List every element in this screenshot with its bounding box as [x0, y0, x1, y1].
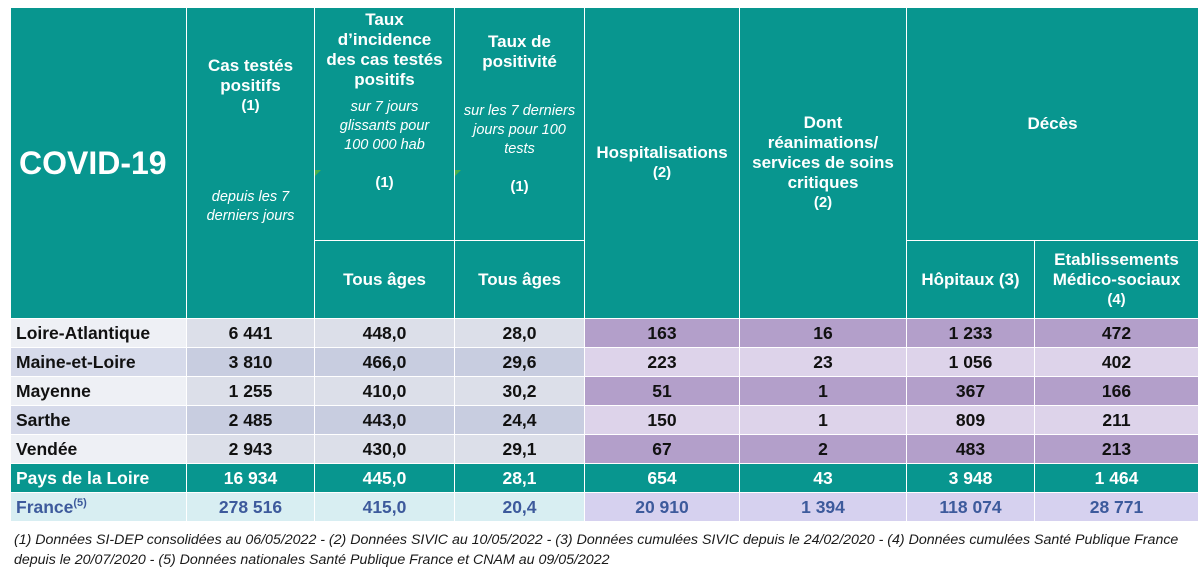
cell-ems: 28 771: [1033, 492, 1200, 522]
cell-hosp: 654: [584, 463, 740, 493]
row-name: Sarthe: [10, 405, 187, 435]
header-incidence-label: Taux d’incidence des cas testés positifs: [326, 10, 443, 89]
header-rea-label: Dont réanimations/ services de soins cri…: [752, 113, 894, 192]
cell-hosp: 20 910: [584, 492, 740, 522]
header-hosp-label: Hospitalisations: [596, 143, 728, 162]
cell-hopitaux: 367: [906, 376, 1035, 406]
table-row: Loire-Atlantique 6 441 448,0 28,0 163 16…: [10, 318, 1200, 348]
header-taux-positivite: Taux de positivité sur les 7 derniers jo…: [454, 7, 585, 241]
cell-positivite: 20,4: [454, 492, 585, 522]
cell-positivite: 29,1: [454, 434, 585, 464]
cell-hopitaux: 1 233: [906, 318, 1035, 348]
comment-marker-icon: [315, 170, 321, 176]
cell-rea: 43: [739, 463, 907, 493]
cell-rea: 2: [739, 434, 907, 464]
cell-cas: 6 441: [186, 318, 315, 348]
cell-cas: 1 255: [186, 376, 315, 406]
cell-ems: 402: [1033, 347, 1200, 377]
header-cas-note: (1): [241, 97, 260, 114]
cell-hopitaux: 483: [906, 434, 1035, 464]
row-name: Maine-et-Loire: [10, 347, 187, 377]
france-label: France: [16, 496, 74, 517]
cell-incidence: 466,0: [314, 347, 455, 377]
header-positivite-note: (1): [510, 178, 529, 195]
cell-positivite: 29,6: [454, 347, 585, 377]
cell-cas: 16 934: [186, 463, 315, 493]
cell-hosp: 67: [584, 434, 740, 464]
cell-hopitaux: 809: [906, 405, 1035, 435]
cell-rea: 1 394: [739, 492, 907, 522]
header-incidence-age: Tous âges: [314, 240, 455, 319]
row-name: Loire-Atlantique: [10, 318, 187, 348]
header-ems-label: Etablissements Médico-sociaux: [1052, 249, 1181, 289]
cell-cas: 2 485: [186, 405, 315, 435]
covid-table-container: COVID-19 Cas testés positifs (1) depuis …: [10, 7, 1200, 522]
table-row: Sarthe 2 485 443,0 24,4 150 1 809 211: [10, 405, 1200, 435]
header-cas-testes: Cas testés positifs (1) depuis les 7 der…: [186, 7, 315, 319]
header-incidence-sub: sur 7 jours glissants pour 100 000 hab: [339, 99, 430, 153]
cell-hosp: 163: [584, 318, 740, 348]
cell-hopitaux: 1 056: [906, 347, 1035, 377]
header-hosp-note: (2): [652, 164, 672, 181]
comment-marker-icon: [455, 170, 461, 176]
header-deces: Décès: [905, 7, 1200, 241]
cell-rea: 23: [739, 347, 907, 377]
header-deces-ems: Etablissements Médico-sociaux (4): [1033, 240, 1200, 319]
cell-incidence: 443,0: [314, 405, 455, 435]
header-hospitalisations: Hospitalisations (2): [584, 7, 740, 319]
cell-incidence: 448,0: [314, 318, 455, 348]
cell-cas: 2 943: [186, 434, 315, 464]
france-note: (5): [73, 496, 87, 509]
covid-table: COVID-19 Cas testés positifs (1) depuis …: [10, 7, 1200, 522]
france-row: France(5) 278 516 415,0 20,4 20 910 1 39…: [10, 492, 1200, 522]
table-title: COVID-19: [10, 7, 187, 319]
cell-positivite: 24,4: [454, 405, 585, 435]
footnote: (1) Données SI-DEP consolidées au 06/05/…: [14, 532, 1179, 568]
cell-hopitaux: 118 074: [906, 492, 1035, 522]
header-cas-label: Cas testés positifs: [207, 56, 294, 95]
row-name: France(5): [10, 492, 187, 522]
header-rea-note: (2): [813, 194, 833, 211]
cell-hosp: 150: [584, 405, 740, 435]
header-deces-hopitaux: Hôpitaux (3): [906, 240, 1035, 319]
cell-incidence: 410,0: [314, 376, 455, 406]
cell-incidence: 430,0: [314, 434, 455, 464]
row-name: Pays de la Loire: [10, 463, 187, 493]
header-reanimations: Dont réanimations/ services de soins cri…: [739, 7, 907, 319]
cell-hosp: 223: [584, 347, 740, 377]
cell-rea: 1: [739, 376, 907, 406]
row-name: Vendée: [10, 434, 187, 464]
row-name: Mayenne: [10, 376, 187, 406]
header-incidence-note: (1): [375, 174, 394, 191]
header-cas-sub: depuis les 7 derniers jours: [206, 189, 295, 224]
cell-rea: 1: [739, 405, 907, 435]
header-taux-incidence: Taux d’incidence des cas testés positifs…: [314, 7, 455, 241]
cell-hosp: 51: [584, 376, 740, 406]
cell-incidence: 415,0: [314, 492, 455, 522]
cell-cas: 3 810: [186, 347, 315, 377]
cell-positivite: 30,2: [454, 376, 585, 406]
cell-incidence: 445,0: [314, 463, 455, 493]
cell-rea: 16: [739, 318, 907, 348]
header-positivite-label: Taux de positivité: [482, 32, 557, 71]
cell-positivite: 28,1: [454, 463, 585, 493]
cell-ems: 211: [1033, 405, 1200, 435]
region-total-row: Pays de la Loire 16 934 445,0 28,1 654 4…: [10, 463, 1200, 493]
cell-ems: 166: [1033, 376, 1200, 406]
cell-hopitaux: 3 948: [906, 463, 1035, 493]
table-row: Vendée 2 943 430,0 29,1 67 2 483 213: [10, 434, 1200, 464]
header-positivite-age: Tous âges: [454, 240, 585, 319]
table-row: Mayenne 1 255 410,0 30,2 51 1 367 166: [10, 376, 1200, 406]
cell-ems: 472: [1033, 318, 1200, 348]
cell-cas: 278 516: [186, 492, 315, 522]
header-positivite-sub: sur les 7 derniers jours pour 100 tests: [463, 103, 576, 157]
cell-ems: 213: [1033, 434, 1200, 464]
table-row: Maine-et-Loire 3 810 466,0 29,6 223 23 1…: [10, 347, 1200, 377]
cell-positivite: 28,0: [454, 318, 585, 348]
header-ems-note: (4): [1107, 290, 1126, 308]
cell-ems: 1 464: [1033, 463, 1200, 493]
